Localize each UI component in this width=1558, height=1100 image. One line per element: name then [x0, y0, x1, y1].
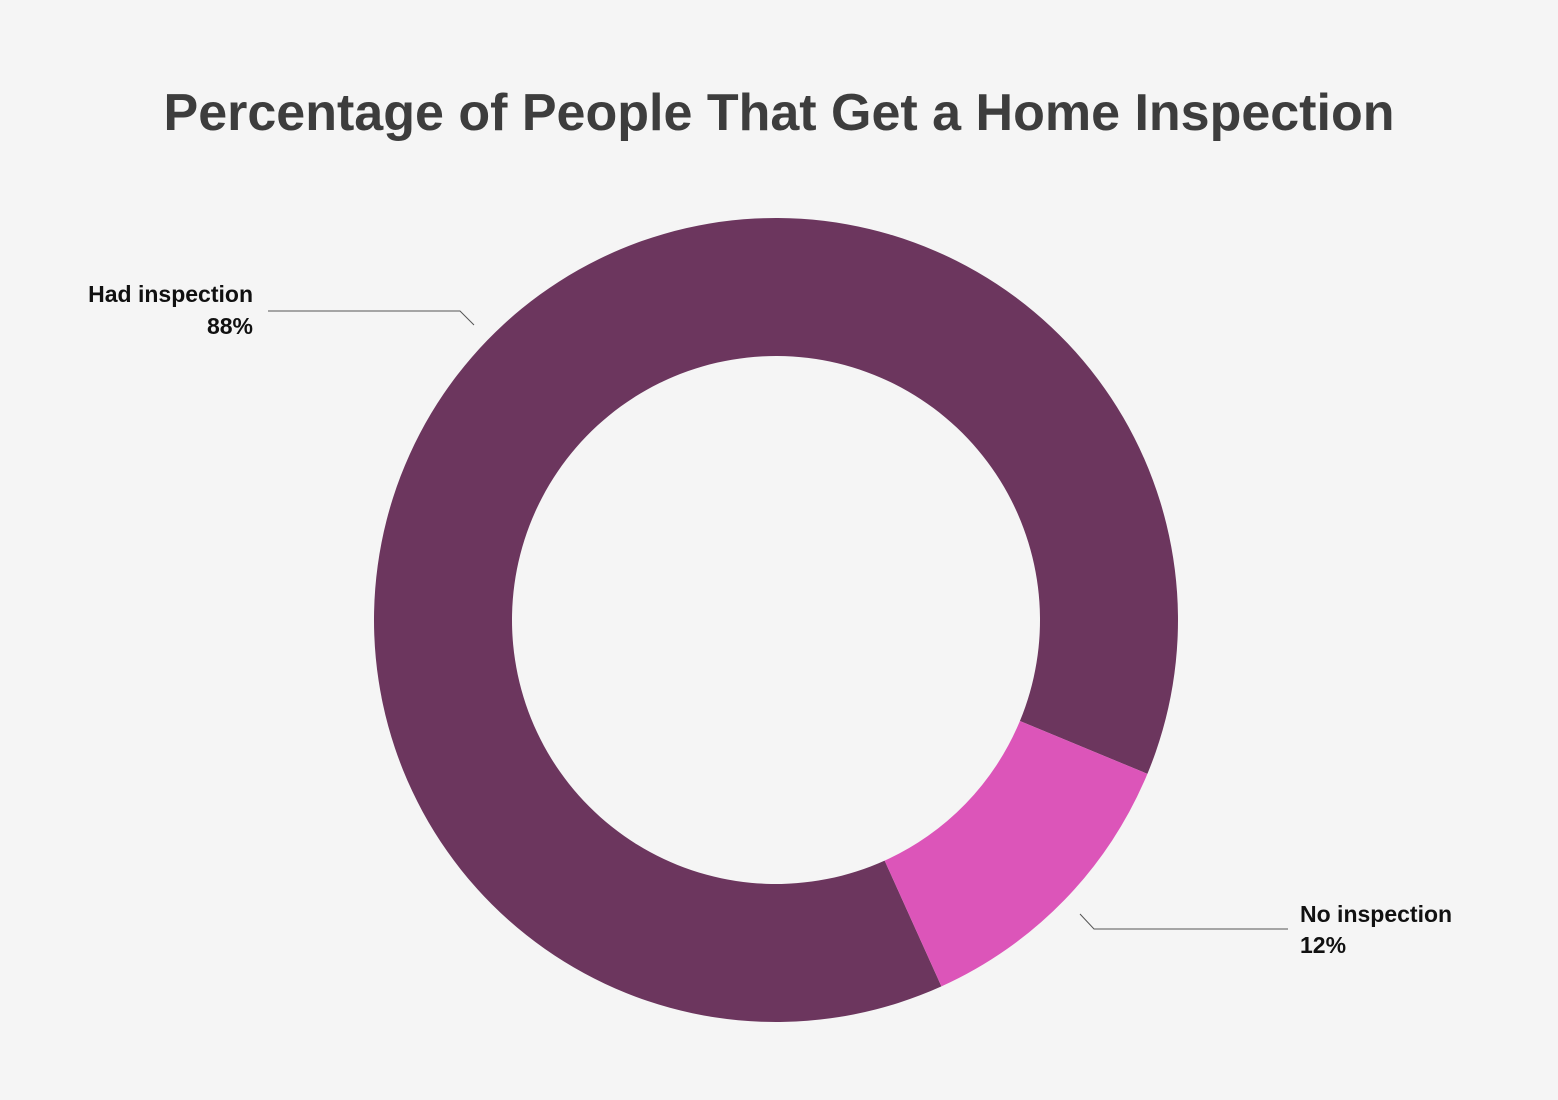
slice-label: Had inspection — [88, 281, 253, 307]
slice-label: No inspection — [1300, 901, 1452, 927]
leader-line — [1079, 913, 1288, 930]
pie-slice — [373, 217, 1178, 1022]
slice-value-label: 12% — [1300, 932, 1346, 958]
leader-line — [268, 310, 475, 326]
slice-value-label: 88% — [207, 313, 253, 339]
pie-slice — [884, 721, 1148, 987]
chart-title: Percentage of People That Get a Home Ins… — [164, 84, 1395, 142]
